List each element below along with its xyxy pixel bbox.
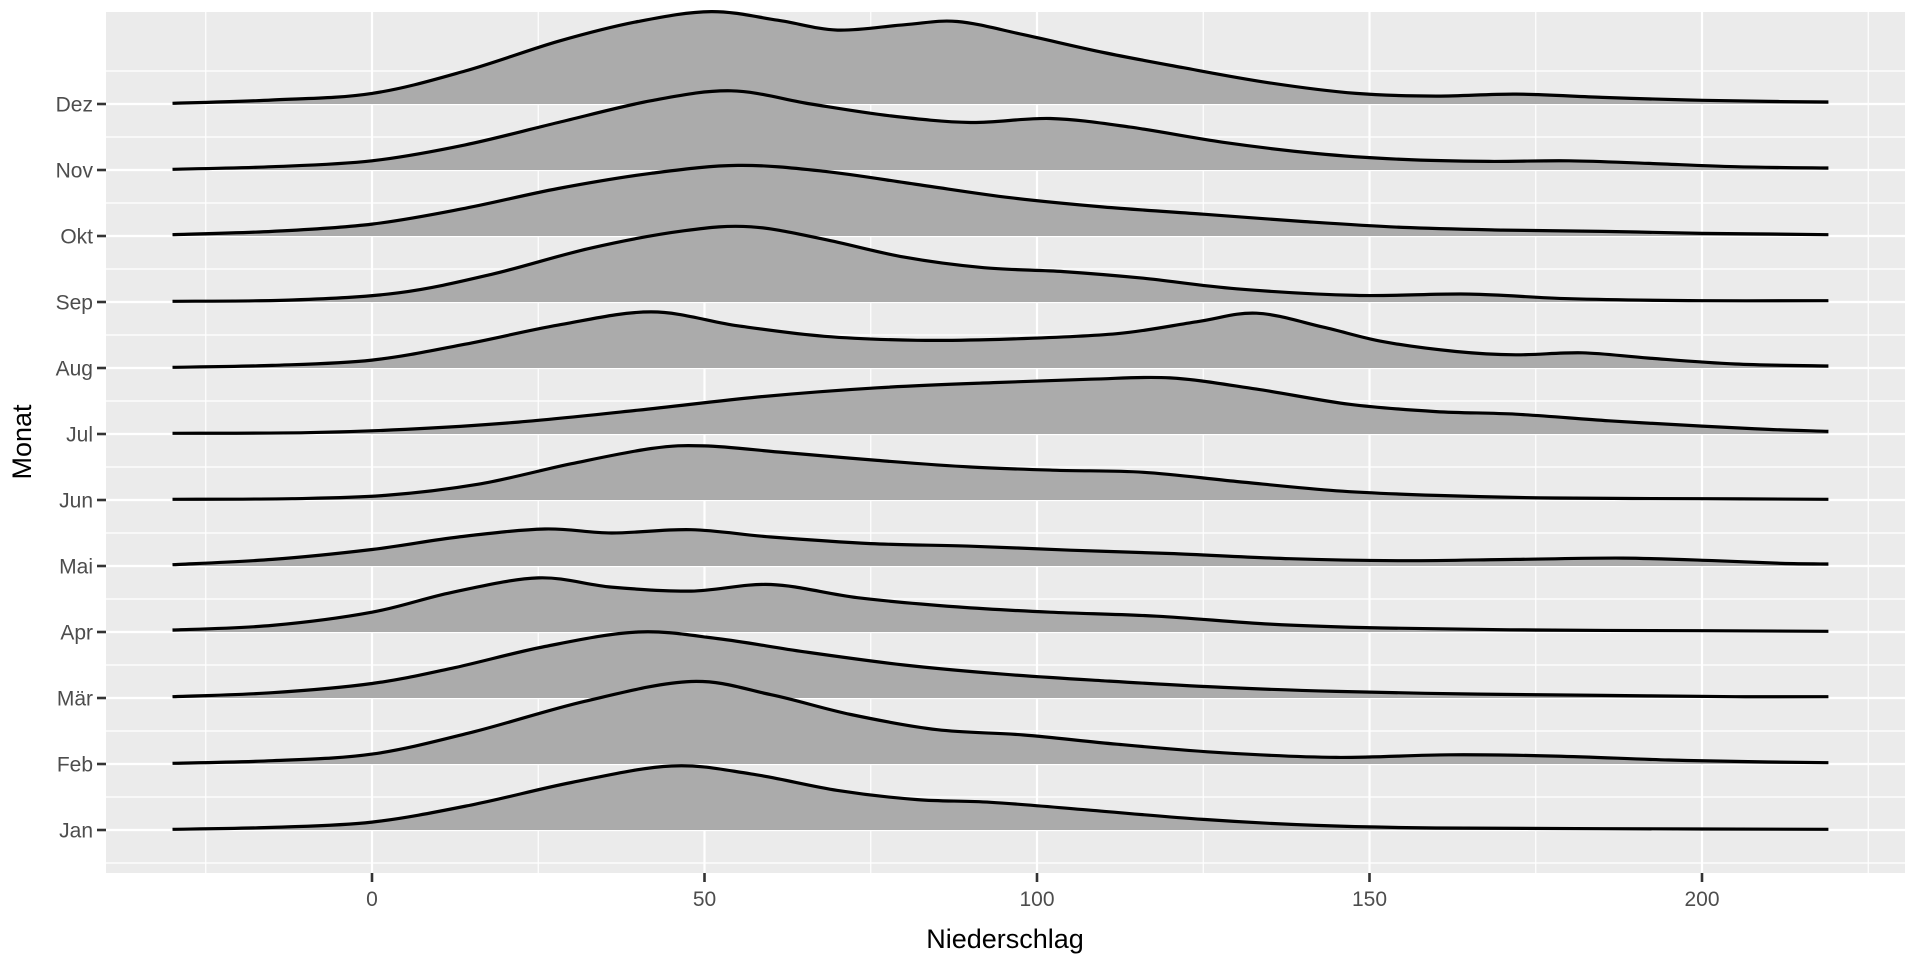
x-tick-label: 50 bbox=[693, 888, 716, 911]
y-tick-label: Feb bbox=[57, 754, 93, 777]
ridge-line-Mär bbox=[172, 630, 1829, 699]
ridge-fill-Mär bbox=[172, 631, 1829, 698]
ridge-Apr bbox=[172, 576, 1829, 633]
x-tick-label: 0 bbox=[366, 888, 378, 911]
x-axis-title: Niederschlag bbox=[926, 924, 1084, 954]
ridge-Okt bbox=[172, 163, 1829, 237]
ridge-line-Jul bbox=[172, 375, 1829, 435]
ridge-fill-Jul bbox=[172, 377, 1829, 434]
y-tick-label: Jan bbox=[59, 820, 93, 843]
ridge-Dez bbox=[172, 9, 1829, 105]
y-tick-label: Mai bbox=[59, 556, 93, 579]
ridge-line-Apr bbox=[172, 576, 1829, 633]
ridge-Jun bbox=[172, 443, 1829, 501]
y-tick-label: Mär bbox=[57, 688, 93, 711]
ridge-line-Nov bbox=[172, 89, 1829, 171]
ridge-Sep bbox=[172, 224, 1829, 303]
ridge-fill-Apr bbox=[172, 577, 1829, 632]
ridge-line-Okt bbox=[172, 163, 1829, 237]
y-tick-label: Jun bbox=[59, 490, 93, 513]
ridge-Jul bbox=[172, 375, 1829, 435]
ridge-Mär bbox=[172, 630, 1829, 699]
x-tick-label: 100 bbox=[1019, 888, 1054, 911]
y-tick-label: Dez bbox=[56, 94, 93, 117]
ridge-line-Feb bbox=[172, 679, 1829, 765]
y-axis-title: Monat bbox=[7, 404, 37, 480]
y-tick-label: Aug bbox=[56, 358, 93, 381]
ridge-line-Aug bbox=[172, 310, 1829, 369]
ridge-line-Jan bbox=[172, 764, 1829, 831]
y-tick-label: Jul bbox=[66, 424, 93, 447]
ridge-line-Mai bbox=[172, 527, 1829, 567]
y-tick-label: Okt bbox=[60, 226, 93, 249]
ridge-fill-Nov bbox=[172, 90, 1829, 170]
ridge-line-Dez bbox=[172, 9, 1829, 105]
ridge-Nov bbox=[172, 89, 1829, 171]
ridge-fill-Sep bbox=[172, 226, 1829, 302]
y-tick-label: Apr bbox=[60, 622, 93, 645]
ridge-Jan bbox=[172, 764, 1829, 831]
ridge-fill-Jan bbox=[172, 765, 1829, 830]
ridge-line-Sep bbox=[172, 224, 1829, 303]
ridge-fill-Jun bbox=[172, 445, 1829, 500]
y-tick-label: Nov bbox=[56, 160, 94, 183]
ridge-Feb bbox=[172, 679, 1829, 765]
ridge-line-Jun bbox=[172, 443, 1829, 501]
ridge-Aug bbox=[172, 310, 1829, 369]
x-tick-label: 200 bbox=[1684, 888, 1719, 911]
x-tick-label: 150 bbox=[1352, 888, 1387, 911]
ridge-Mai bbox=[172, 527, 1829, 567]
ridge-fill-Okt bbox=[172, 165, 1829, 236]
y-tick-label: Sep bbox=[56, 292, 93, 315]
